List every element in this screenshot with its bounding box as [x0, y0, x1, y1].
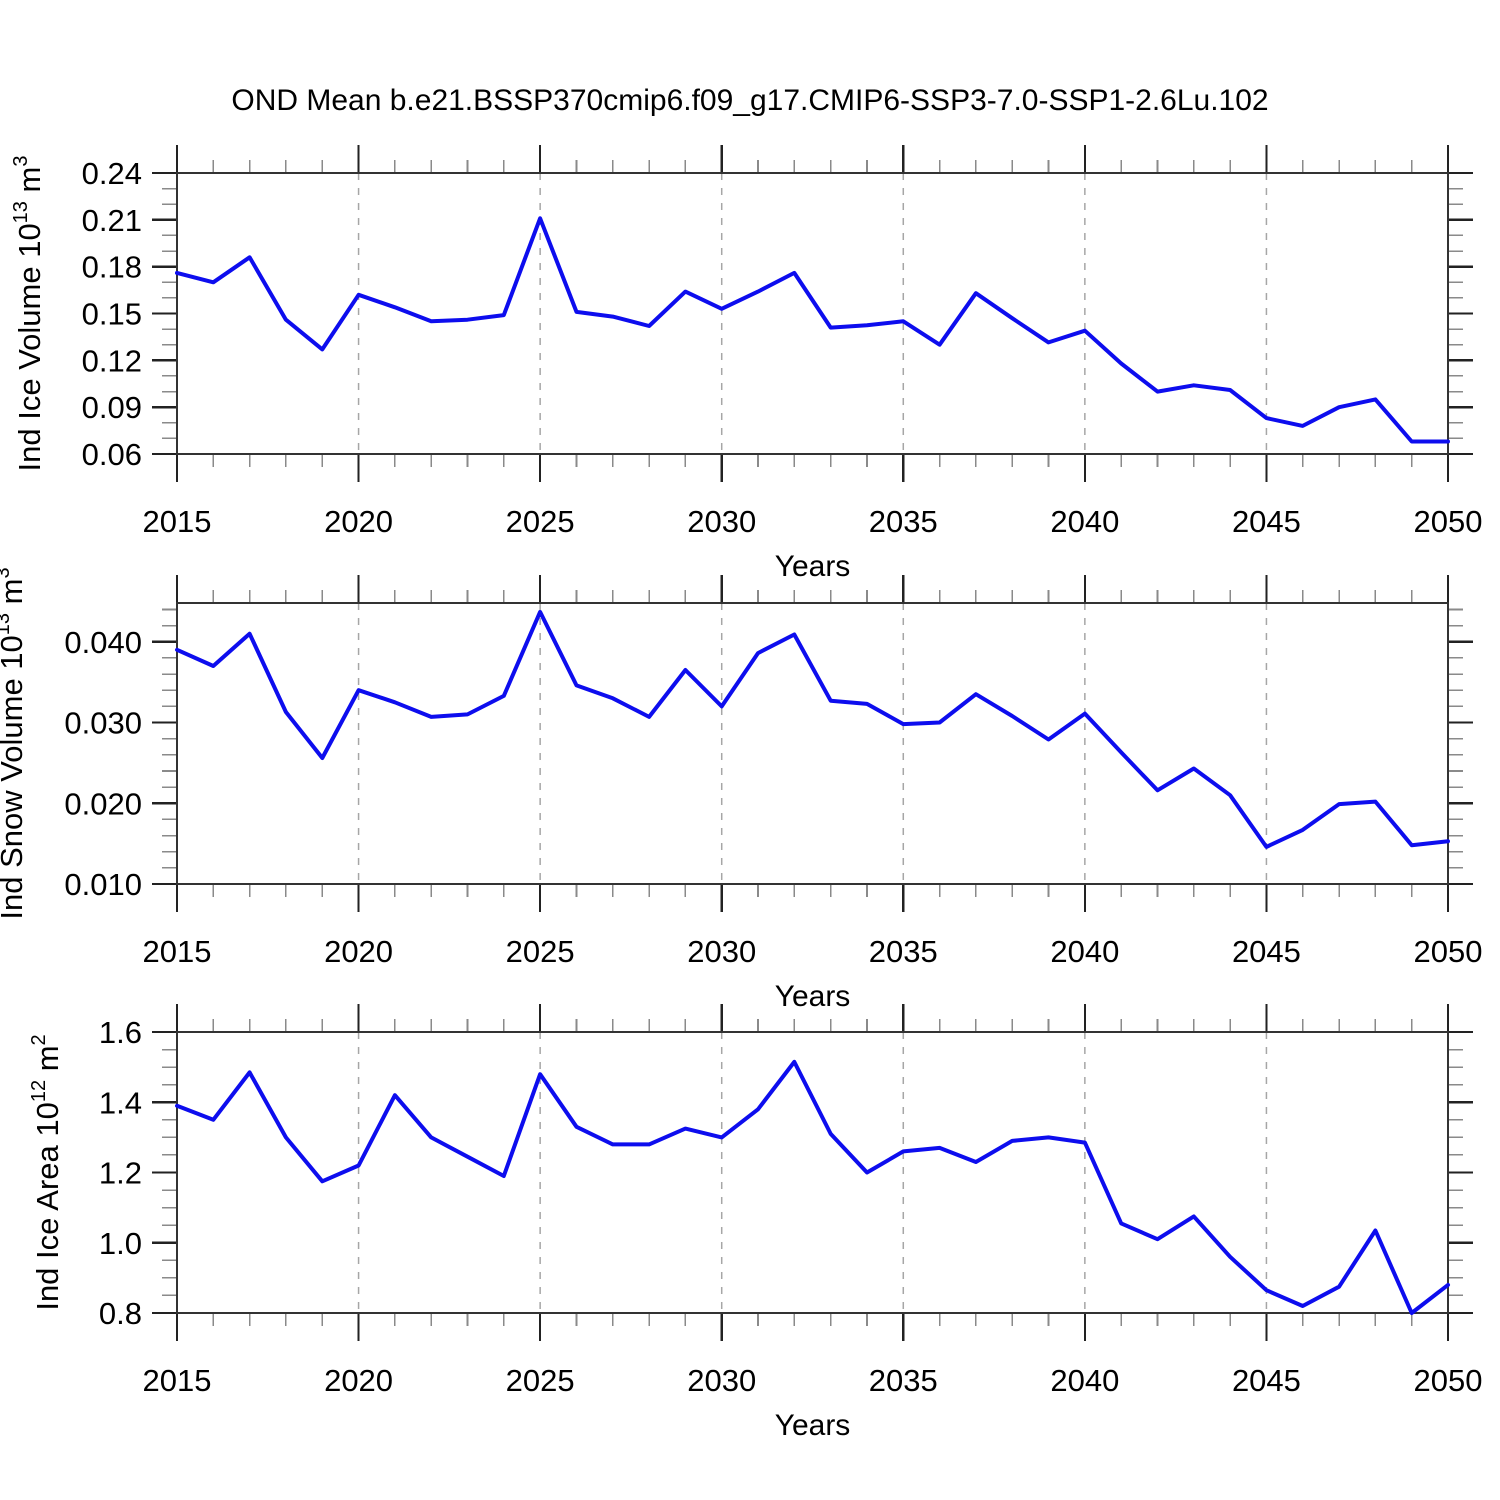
- x-tick-label: 2020: [324, 934, 393, 969]
- ice-area-chart: 0.8 1.0 1.2 1.4 1.6 2015 2020 2025 2030 2035 2040 2…: [28, 1004, 1482, 1442]
- ticks: [152, 145, 1473, 482]
- data-line: [175, 1059, 1450, 1315]
- y-tick-label: 0.8: [99, 1296, 142, 1331]
- x-tick-label: 2045: [1232, 1363, 1301, 1398]
- y-tick-label: 0.21: [82, 203, 142, 238]
- x-axis-title: Years: [775, 980, 851, 1013]
- y-tick-label: 1.2: [99, 1156, 142, 1191]
- y-tick-label: 0.030: [64, 706, 142, 741]
- x-tick-label: 2050: [1414, 504, 1483, 539]
- data-line: [175, 609, 1450, 849]
- y-tick-label: 1.6: [99, 1015, 142, 1050]
- x-axis-title: Years: [775, 1409, 851, 1442]
- plot-frame: [175, 1030, 1450, 1315]
- x-tick-label: 2035: [869, 504, 938, 539]
- gridlines: [357, 603, 1268, 884]
- x-tick-label: 2030: [687, 504, 756, 539]
- gridlines: [357, 173, 1268, 454]
- ticks: [152, 1004, 1473, 1341]
- x-tick-label: 2025: [506, 504, 575, 539]
- x-tick-label: 2040: [1050, 504, 1119, 539]
- ticks: [152, 575, 1473, 912]
- x-tick-label: 2040: [1050, 934, 1119, 969]
- y-tick-label: 0.24: [82, 156, 142, 191]
- ice-volume-chart: 0.06 0.09 0.12 0.15 0.18 0.21 0.24 2015 2020 2025…: [10, 145, 1482, 583]
- x-tick-label: 2025: [506, 1363, 575, 1398]
- x-tick-label: 2015: [143, 1363, 212, 1398]
- y-tick-label: 0.18: [82, 250, 142, 285]
- y-axis-title: Ind Ice Volume 1013 m3: [10, 156, 47, 472]
- y-tick-label: 0.06: [82, 437, 142, 472]
- x-tick-label: 2030: [687, 1363, 756, 1398]
- plot-frame: [175, 601, 1450, 886]
- data-line: [175, 216, 1450, 444]
- y-tick-label: 0.09: [82, 390, 142, 425]
- y-tick-label: 1.0: [99, 1226, 142, 1261]
- y-tick-label: 1.4: [99, 1085, 142, 1120]
- snow-volume-chart: 0.010 0.020 0.030 0.040 2015 2020 2025 2030 2035…: [0, 567, 1482, 1013]
- x-tick-label: 2020: [324, 504, 393, 539]
- x-tick-label: 2045: [1232, 504, 1301, 539]
- x-tick-label: 2015: [143, 504, 212, 539]
- y-tick-label: 0.010: [64, 867, 142, 902]
- plot-frame: [175, 171, 1450, 456]
- x-tick-label: 2040: [1050, 1363, 1119, 1398]
- x-tick-label: 2050: [1414, 934, 1483, 969]
- figure-title: OND Mean b.e21.BSSP370cmip6.f09_g17.CMIP…: [231, 84, 1269, 117]
- x-tick-label: 2050: [1414, 1363, 1483, 1398]
- x-tick-label: 2030: [687, 934, 756, 969]
- y-tick-label: 0.040: [64, 625, 142, 660]
- y-tick-label: 0.15: [82, 297, 142, 332]
- y-tick-label: 0.020: [64, 786, 142, 821]
- x-axis-title: Years: [775, 550, 851, 583]
- y-axis-title: Ind Snow Volume 1013 m3: [0, 567, 29, 919]
- x-tick-label: 2045: [1232, 934, 1301, 969]
- y-axis-title: Ind Ice Area 1012 m2: [28, 1034, 65, 1310]
- x-tick-label: 2020: [324, 1363, 393, 1398]
- x-tick-label: 2035: [869, 1363, 938, 1398]
- x-tick-label: 2035: [869, 934, 938, 969]
- y-tick-label: 0.12: [82, 343, 142, 378]
- x-tick-label: 2025: [506, 934, 575, 969]
- x-tick-label: 2015: [143, 934, 212, 969]
